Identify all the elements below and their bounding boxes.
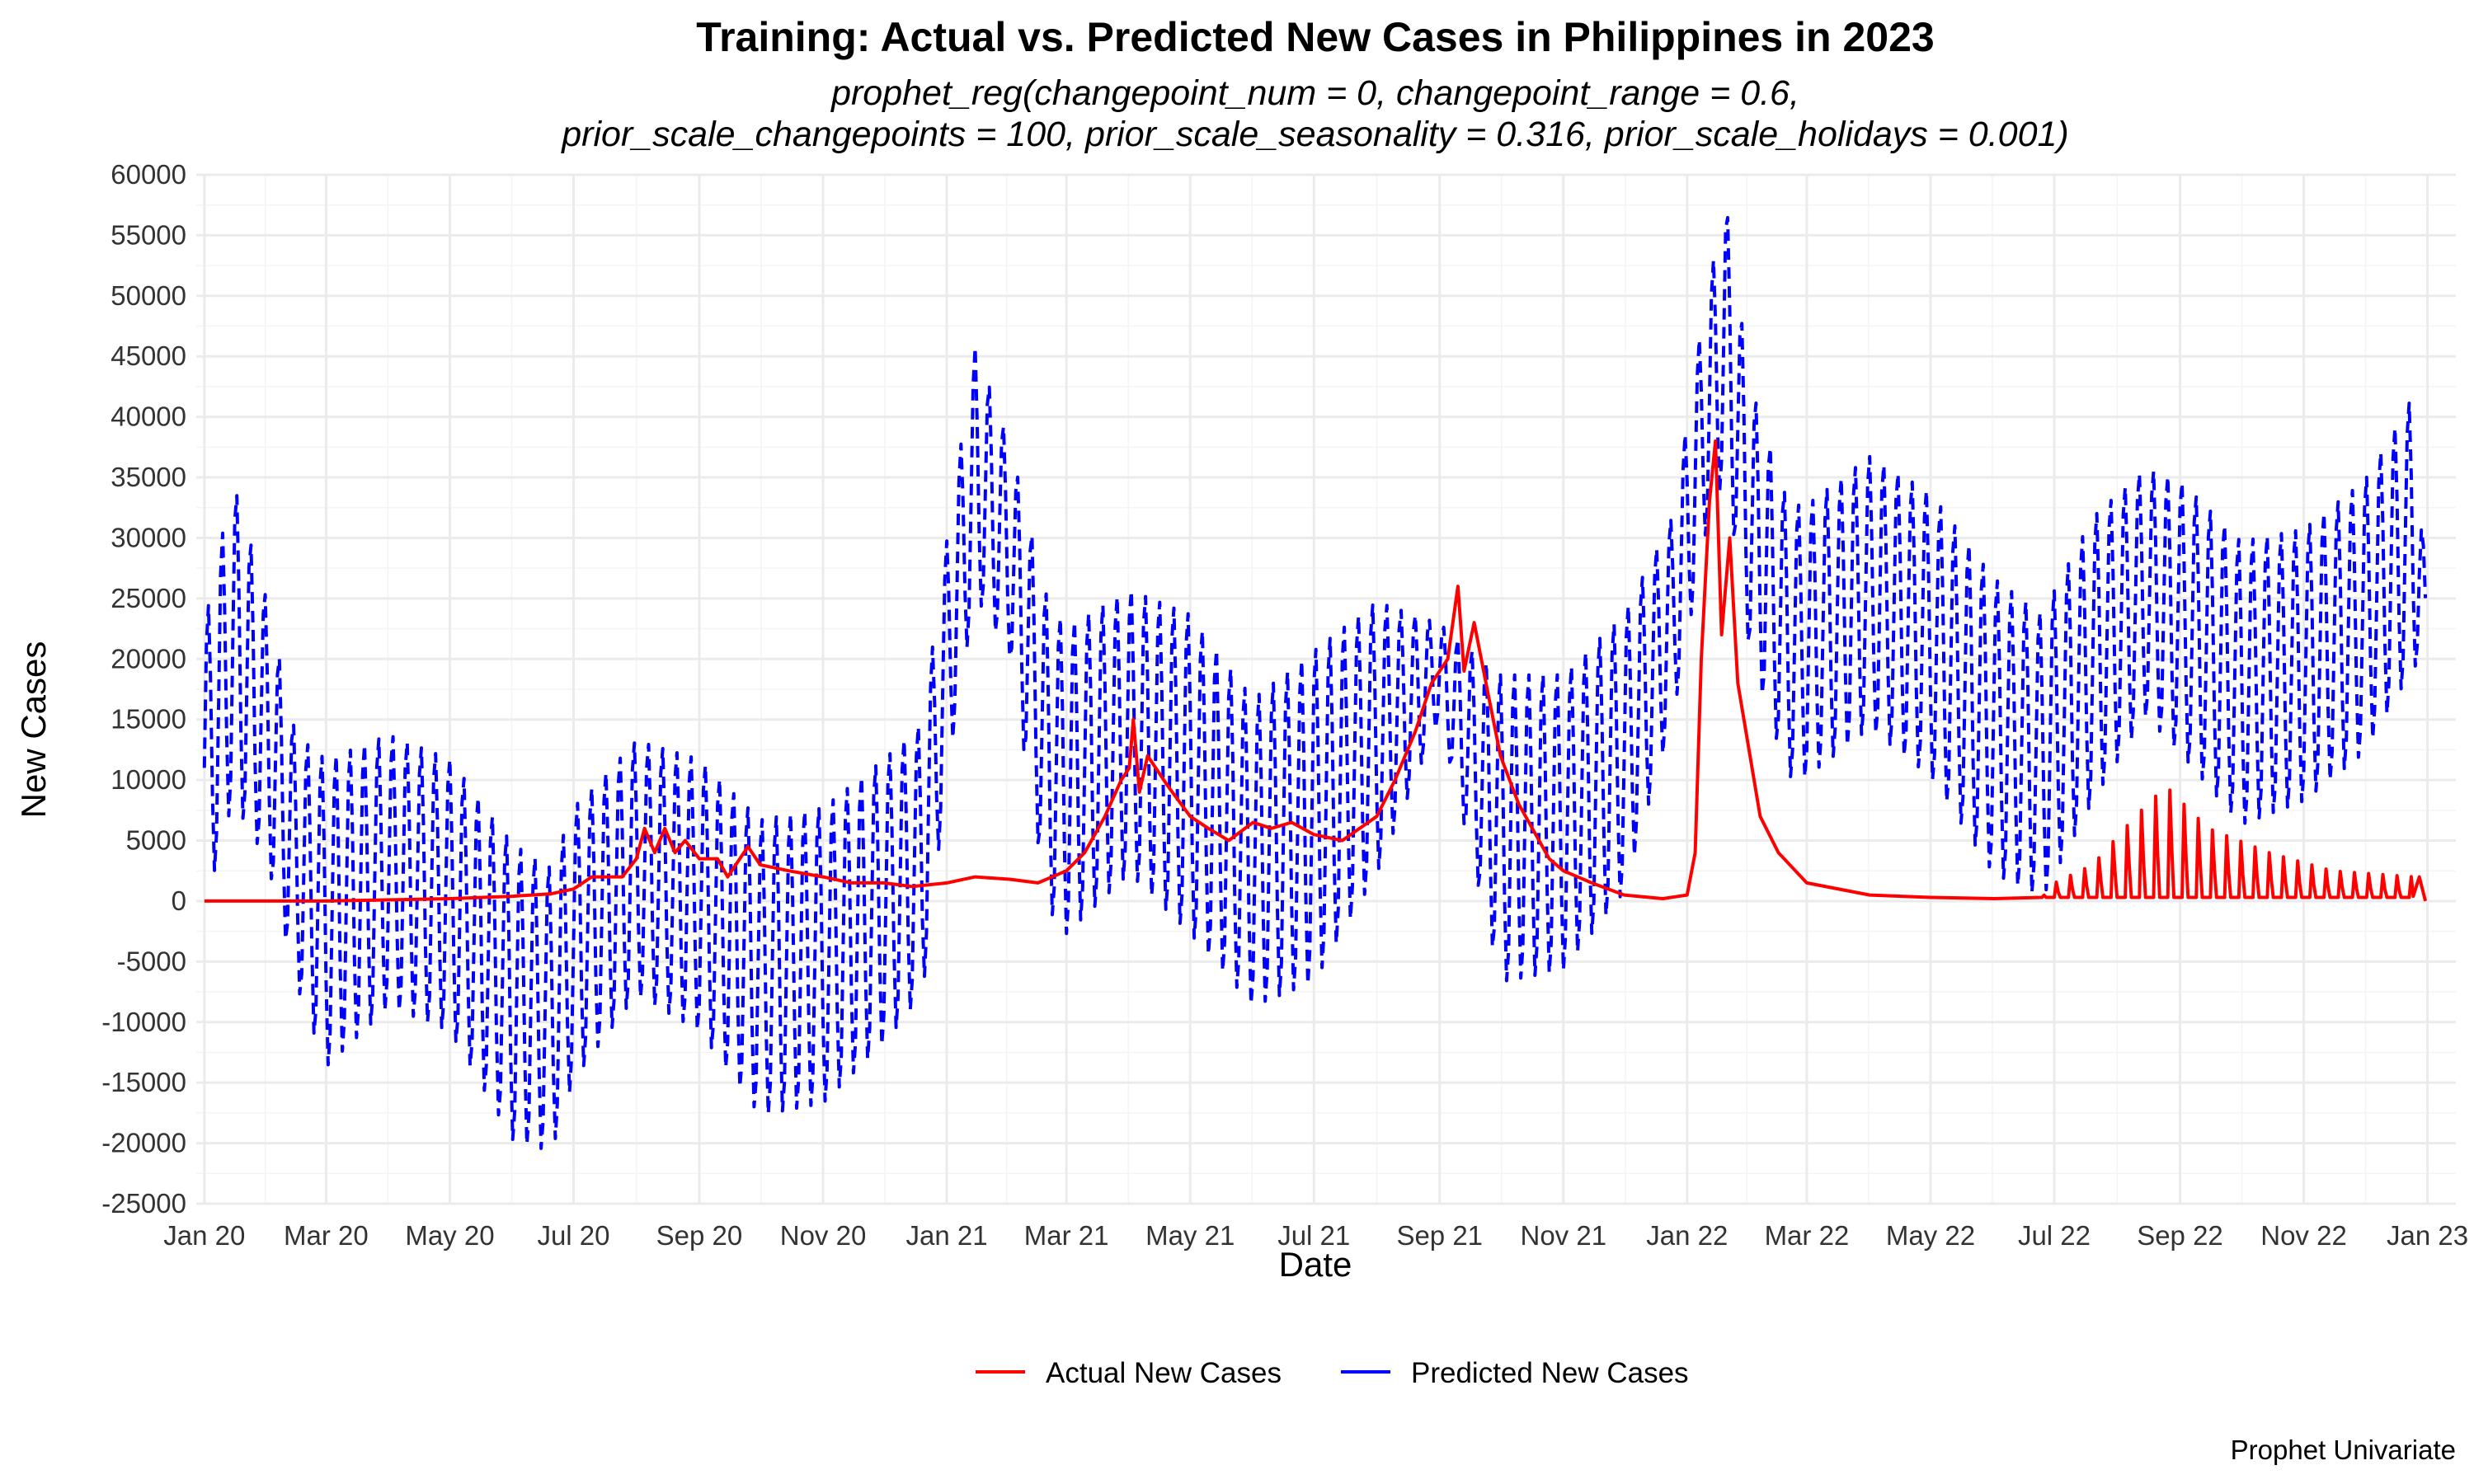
x-tick-label: Jan 21 bbox=[906, 1220, 988, 1251]
x-axis-ticks: Jan 20 Mar 20 May 20 Jul 20 Sep 20 Nov 20 Jan … bbox=[163, 1220, 2468, 1251]
chart-caption: Prophet Univariate bbox=[2231, 1435, 2456, 1465]
y-tick-label: 35000 bbox=[111, 462, 186, 492]
x-tick-label: Jul 22 bbox=[2018, 1220, 2091, 1251]
y-tick-label: 0 bbox=[172, 885, 186, 916]
x-tick-label: Sep 20 bbox=[656, 1220, 743, 1251]
x-tick-label: May 22 bbox=[1886, 1220, 1975, 1251]
plot-area bbox=[196, 173, 2456, 1205]
x-tick-label: Jan 20 bbox=[163, 1220, 245, 1251]
y-tick-label: 15000 bbox=[111, 704, 186, 735]
y-axis-title: New Cases bbox=[14, 641, 53, 819]
y-tick-label: -5000 bbox=[117, 946, 186, 976]
y-tick-label: -10000 bbox=[101, 1007, 186, 1037]
legend-label-actual: Actual New Cases bbox=[1046, 1357, 1282, 1389]
x-axis-title: Date bbox=[1279, 1245, 1352, 1284]
x-tick-label: Mar 20 bbox=[284, 1220, 369, 1251]
x-tick-label: May 20 bbox=[405, 1220, 494, 1251]
x-tick-label: May 21 bbox=[1145, 1220, 1235, 1251]
y-tick-label: 50000 bbox=[111, 280, 186, 311]
series-line-predicted bbox=[202, 216, 2428, 1150]
y-tick-label: 10000 bbox=[111, 764, 186, 795]
y-tick-label: 55000 bbox=[111, 219, 186, 250]
y-tick-label: -20000 bbox=[101, 1128, 186, 1158]
x-tick-label: Nov 22 bbox=[2260, 1220, 2347, 1251]
grid-major bbox=[196, 173, 2456, 1205]
x-tick-label: Jan 22 bbox=[1646, 1220, 1728, 1251]
grid-minor bbox=[196, 175, 2456, 1204]
y-tick-label: 40000 bbox=[111, 402, 186, 432]
y-tick-label: 30000 bbox=[111, 522, 186, 552]
x-tick-label: Jul 20 bbox=[537, 1220, 609, 1251]
series-layer bbox=[202, 216, 2428, 1150]
y-tick-label: -15000 bbox=[101, 1067, 186, 1097]
y-tick-label: 5000 bbox=[126, 825, 186, 856]
legend: Actual New Cases Predicted New Cases bbox=[976, 1357, 1689, 1389]
x-tick-label: Mar 21 bbox=[1024, 1220, 1109, 1251]
legend-label-predicted: Predicted New Cases bbox=[1411, 1357, 1689, 1389]
x-tick-label: Jan 23 bbox=[2387, 1220, 2468, 1251]
x-tick-label: Nov 20 bbox=[780, 1220, 867, 1251]
x-tick-label: Sep 22 bbox=[2137, 1220, 2223, 1251]
y-tick-label: 20000 bbox=[111, 643, 186, 674]
x-tick-label: Sep 21 bbox=[1396, 1220, 1483, 1251]
x-tick-label: Jul 21 bbox=[1277, 1220, 1350, 1251]
chart-title: Training: Actual vs. Predicted New Cases… bbox=[696, 14, 1934, 60]
y-tick-label: 25000 bbox=[111, 583, 186, 613]
series-line-actual bbox=[204, 439, 2428, 903]
x-tick-label: Nov 21 bbox=[1520, 1220, 1606, 1251]
y-axis-ticks: -25000 -20000 -15000 -10000 -5000 0 5000 10000 1… bbox=[101, 159, 186, 1219]
y-tick-label: -25000 bbox=[101, 1188, 186, 1219]
chart-subtitle-line-2: prior_scale_changepoints = 100, prior_sc… bbox=[560, 115, 2068, 154]
x-tick-label: Mar 22 bbox=[1765, 1220, 1850, 1251]
y-tick-label: 45000 bbox=[111, 340, 186, 371]
y-tick-label: 60000 bbox=[111, 159, 186, 190]
chart-subtitle-line-1: prophet_reg(changepoint_num = 0, changep… bbox=[830, 73, 1799, 113]
